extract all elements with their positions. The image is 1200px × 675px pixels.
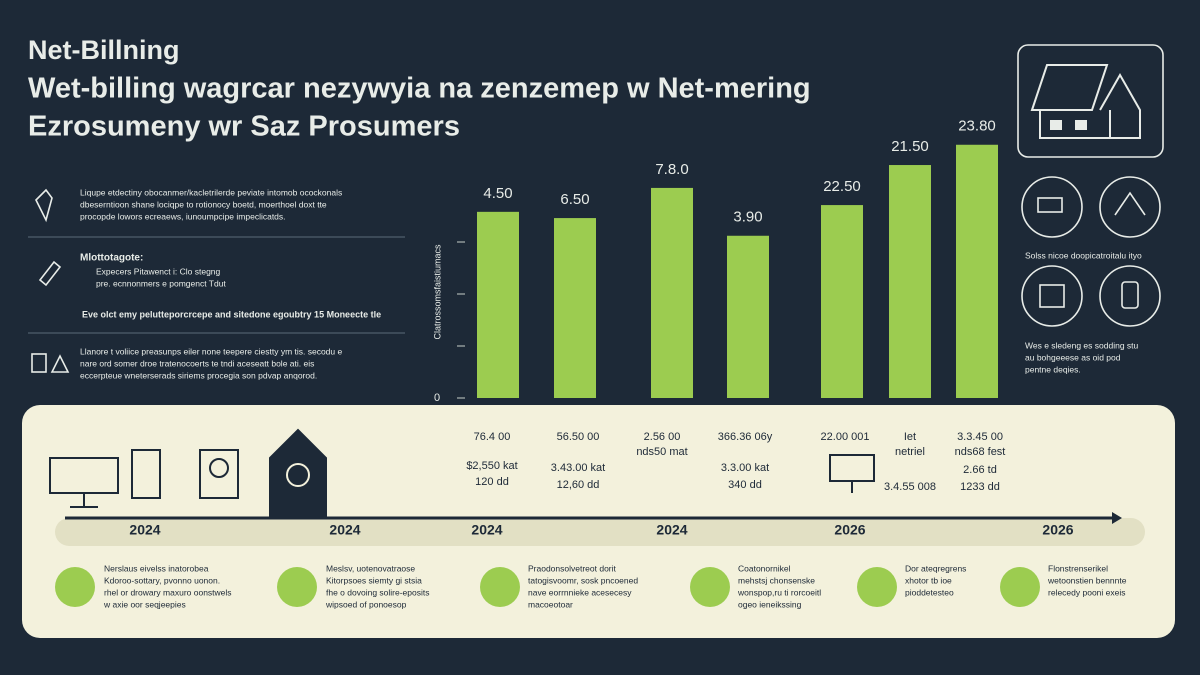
bar — [727, 235, 769, 398]
note: eccerpteue wneterserads siriems procegia… — [80, 370, 317, 380]
timeline-value: Iet — [904, 431, 916, 443]
timeline-value: 12,60 dd — [557, 479, 600, 491]
note: au bohgeeese as oid pod — [1025, 352, 1121, 362]
card-text: Nerslaus eivelss inatorobea — [104, 563, 209, 573]
card-text: pioddetesteo — [905, 587, 954, 597]
card-text: Kitorpsoes siemty gi stsia — [326, 575, 422, 585]
card-text: fhe o dovoing solire-eposits — [326, 587, 429, 597]
note: pentne deqies. — [1025, 364, 1081, 374]
card-text: Kdoroo-sottary, pvonno uonon. — [104, 575, 220, 585]
timeline-value: 3.3.00 kat — [721, 462, 769, 474]
timeline-value: nds50 mat — [636, 446, 687, 458]
note: Solss nicoe doopicatroitalu ityo — [1025, 250, 1142, 260]
right-icons — [1021, 176, 1161, 327]
card-text: wetoonstien bennnte — [1047, 575, 1127, 585]
card-text: Flonstrenserikel — [1048, 563, 1108, 573]
bar-annotation: 3.90 — [733, 209, 762, 226]
timeline-value: netriel — [895, 446, 925, 458]
card-text: tatogisvoomr, sosk pncoened — [528, 575, 638, 585]
timeline-value: 2.56 00 — [644, 431, 681, 443]
card-text: xhotor tb ioe — [905, 575, 952, 585]
bar — [477, 211, 519, 398]
card-text: rhel or drowary maxuro oonstwels — [104, 587, 232, 597]
year: 2026 — [1042, 522, 1073, 538]
note: Expecers Pitawenct i: Clo stegng — [96, 266, 221, 276]
note: pre. ecnnonmers e pomgenct Tdut — [96, 278, 226, 288]
card-text: nave eorrnnieke acesecesy — [528, 587, 632, 597]
card-text: relecedy pooni exeis — [1048, 587, 1126, 597]
timeline-icons — [49, 428, 875, 519]
bar-annotation: 7.8.0 — [655, 161, 688, 178]
timeline-value: 366.36 06y — [718, 431, 773, 443]
card-text: wonspop,ru ti rorcoeitl — [737, 587, 821, 597]
card-text: wipsoed of ponoesop — [325, 599, 407, 609]
note-emphasis: Eve olct emy pelutteporcrcepe and sitedo… — [82, 309, 381, 319]
timeline-arrow — [1112, 512, 1122, 524]
timeline-value: 340 dd — [728, 479, 762, 491]
timeline-value: 22.00 001 — [821, 431, 870, 443]
card-text: mehstsj chonsenske — [738, 575, 815, 585]
timeline-value: 120 dd — [475, 476, 509, 488]
card-text: w axie oor seqjeepies — [103, 599, 186, 609]
bar — [956, 144, 998, 398]
timeline-band — [55, 518, 1145, 546]
note: Llanore t voliice preasunps eiler none t… — [80, 346, 342, 356]
timeline-value: 1233 dd — [960, 481, 1000, 493]
card-text: Dor ateqregrens — [905, 563, 966, 573]
bar-annotation: 23.80 — [958, 118, 996, 135]
card-text: macoeotoar — [528, 599, 573, 609]
timeline-value: 56.50 00 — [557, 431, 600, 443]
title: Ezrosumeny wr Saz Prosumers — [28, 111, 460, 143]
timeline-value: 2.66 td — [963, 464, 997, 476]
timeline-value: $2,550 kat — [466, 460, 517, 472]
note: Liqupe etdectiny obocanmer/kacletrilerde… — [80, 187, 342, 197]
bar — [554, 218, 596, 398]
note-heading: Mlottotagote: — [80, 253, 143, 264]
year: 2024 — [129, 522, 160, 538]
timeline-value: 3.4.55 008 — [884, 481, 936, 493]
card-text: Meslsv, uotenovatraose — [326, 563, 415, 573]
y-tick-label: 0 — [434, 392, 440, 404]
bar — [651, 187, 693, 398]
card-icons — [55, 567, 1040, 607]
year: 2024 — [471, 522, 502, 538]
note: procopde lowors ecreaews, iunoumpcipe im… — [80, 211, 286, 221]
title: Wet-billing wagrcar nezywyia na zenzemep… — [28, 73, 811, 105]
card-text: ogeo ieneikssing — [738, 599, 802, 609]
title: Net-Billning — [28, 35, 179, 65]
year: 2026 — [834, 522, 865, 538]
bar-annotation: 21.50 — [891, 138, 929, 155]
card-text: Coatonornikel — [738, 563, 791, 573]
bar — [821, 205, 863, 398]
timeline-value: nds68 fest — [955, 446, 1006, 458]
timeline-value: 76.4 00 — [474, 431, 511, 443]
left-icons — [31, 188, 70, 373]
note: nare ord somer droe tratenocoerts te tnd… — [80, 358, 314, 368]
note: dbeserntioon shane lociqpe to rotionocy … — [80, 199, 327, 209]
house-icon — [1017, 44, 1164, 158]
year: 2024 — [656, 522, 687, 538]
note: Wes e sledeng es sodding stu — [1025, 340, 1139, 350]
timeline-value: 3.3.45 00 — [957, 431, 1003, 443]
year: 2024 — [329, 522, 360, 538]
timeline-value: 3.43.00 kat — [551, 462, 605, 474]
bar — [889, 165, 931, 398]
bar-annotation: 22.50 — [823, 178, 861, 195]
y-axis-label: Clatrossomsfaistiumacs — [432, 244, 442, 340]
bar-annotation: 4.50 — [483, 185, 512, 202]
card-text: Praodonsolvetreot dorit — [528, 563, 617, 573]
bar-annotation: 6.50 — [560, 191, 589, 208]
